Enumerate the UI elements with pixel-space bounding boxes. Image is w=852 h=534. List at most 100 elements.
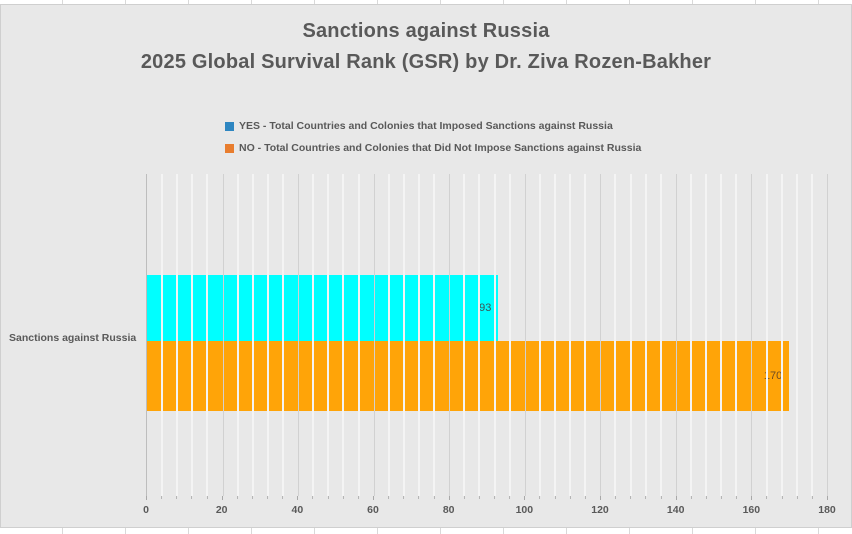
x-tick-label: 80 <box>442 504 455 516</box>
minor-gridline <box>342 174 345 496</box>
legend: YES - Total Countries and Colonies that … <box>225 119 641 163</box>
x-tick-label: 160 <box>742 504 761 516</box>
x-axis-tick <box>796 496 798 499</box>
minor-gridline <box>629 174 632 496</box>
x-axis-tick <box>463 496 465 499</box>
x-axis-ticks <box>146 496 828 500</box>
minor-gridline <box>161 174 164 496</box>
bar-yes-value-label: 93 <box>479 302 492 314</box>
x-axis-tick <box>191 496 193 499</box>
minor-gridline <box>795 174 798 496</box>
minor-gridline <box>191 174 194 496</box>
minor-gridline <box>266 174 269 496</box>
x-axis-tick <box>554 496 556 499</box>
minor-gridline <box>478 174 481 496</box>
x-axis-tick <box>146 496 147 500</box>
minor-gridline <box>508 174 511 496</box>
minor-gridline <box>644 174 647 496</box>
minor-gridline <box>327 174 330 496</box>
x-axis-tick <box>766 496 768 499</box>
spreadsheet-top-strip <box>0 0 852 4</box>
legend-item-yes: YES - Total Countries and Colonies that … <box>225 119 641 133</box>
major-gridline <box>751 174 753 496</box>
x-axis-tick <box>176 496 178 499</box>
major-gridline <box>298 174 300 496</box>
chart-object: Sanctions against Russia 2025 Global Sur… <box>0 4 852 528</box>
x-tick-label: 40 <box>291 504 304 516</box>
x-axis-tick <box>327 496 329 499</box>
minor-gridline <box>810 174 813 496</box>
minor-gridline <box>312 174 315 496</box>
x-axis-tick <box>297 496 299 500</box>
x-axis-tick <box>251 496 253 499</box>
legend-swatch-no-icon <box>225 143 234 153</box>
x-axis-tick <box>494 496 496 499</box>
x-axis-tick <box>509 496 511 499</box>
minor-gridline <box>433 174 436 496</box>
x-axis-tick <box>615 496 617 499</box>
x-tick-label: 140 <box>666 504 685 516</box>
x-axis-tick <box>781 496 783 499</box>
x-axis-tick <box>282 496 284 499</box>
x-axis-tick <box>388 496 390 499</box>
x-axis-tick <box>630 496 632 499</box>
legend-label-no: NO - Total Countries and Colonies that D… <box>239 142 642 154</box>
minor-gridline <box>554 174 556 496</box>
minor-gridline <box>780 174 783 496</box>
x-axis-tick <box>569 496 571 499</box>
x-axis-tick <box>827 496 828 500</box>
x-axis-tick <box>342 496 344 499</box>
bar-no: 170 <box>147 341 790 411</box>
x-axis-tick <box>751 496 753 500</box>
x-axis-tick <box>433 496 435 499</box>
x-axis-tick <box>206 496 208 499</box>
x-axis-tick <box>161 496 163 499</box>
legend-label-yes: YES - Total Countries and Colonies that … <box>239 120 613 132</box>
x-axis-tick <box>524 496 526 500</box>
x-axis-tick <box>403 496 405 499</box>
x-tick-label: 100 <box>515 504 534 516</box>
x-axis-tick <box>675 496 677 500</box>
chart-title-line2: 2025 Global Survival Rank (GSR) by Dr. Z… <box>140 51 712 73</box>
minor-gridline <box>584 174 587 496</box>
x-tick-label: 20 <box>215 504 228 516</box>
x-axis-tick <box>584 496 586 499</box>
minor-gridline <box>690 174 692 496</box>
x-axis-tick <box>690 496 692 499</box>
x-axis-tick <box>478 496 480 499</box>
x-axis-tick <box>811 496 813 499</box>
x-axis-tick <box>267 496 269 499</box>
minor-gridline <box>176 174 179 496</box>
minor-gridline <box>493 174 496 496</box>
x-axis-tick <box>721 496 723 499</box>
minor-gridline <box>705 174 708 496</box>
minor-gridline <box>765 174 768 496</box>
minor-gridline <box>569 174 572 496</box>
minor-gridline <box>463 174 466 496</box>
legend-swatch-yes-icon <box>225 121 234 131</box>
x-axis-tick <box>705 496 707 499</box>
y-axis-category-label: Sanctions against Russia <box>9 332 137 344</box>
major-gridline <box>524 174 526 496</box>
x-axis-tick <box>539 496 541 499</box>
x-axis-tick <box>373 496 374 500</box>
bar-no-value-label: 170 <box>763 370 783 382</box>
spreadsheet-bottom-strip <box>0 528 852 534</box>
minor-gridline <box>659 174 662 496</box>
major-gridline <box>827 174 828 496</box>
minor-gridline <box>251 174 254 496</box>
x-axis-tick <box>236 496 238 499</box>
x-axis-tick <box>448 496 450 500</box>
minor-gridline <box>720 174 723 496</box>
x-axis-tick <box>660 496 662 499</box>
x-axis-tick <box>357 496 359 499</box>
x-axis-labels: 0 20 40 60 80 100 120 140 160 180 <box>143 504 836 518</box>
major-gridline <box>600 174 602 496</box>
chart-title: Sanctions against Russia 2025 Global Sur… <box>1 16 851 78</box>
bar-yes: 93 <box>147 275 499 341</box>
x-tick-label: 120 <box>591 504 609 516</box>
minor-gridline <box>418 174 420 496</box>
x-axis-tick <box>312 496 314 499</box>
major-gridline <box>222 174 224 496</box>
x-tick-label: 60 <box>367 504 379 516</box>
